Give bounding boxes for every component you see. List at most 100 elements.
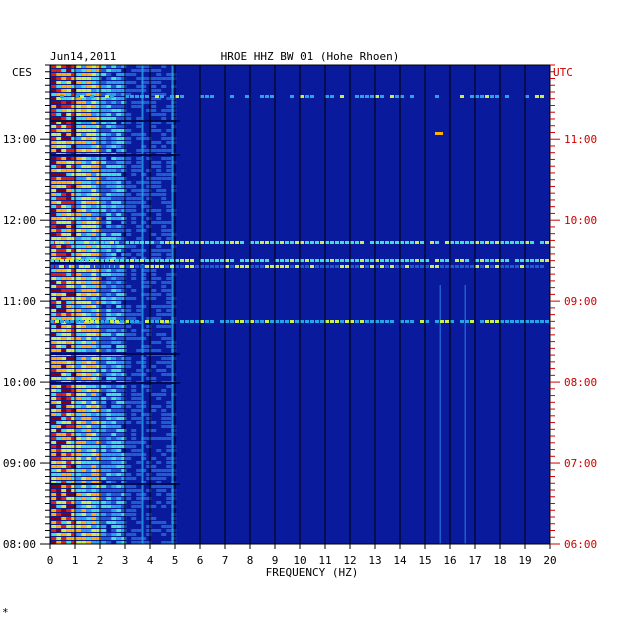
spectrogram-cell: [96, 349, 102, 352]
spectrogram-cell: [96, 97, 102, 100]
spectrogram-cell: [166, 169, 172, 172]
spectrogram-cell: [91, 65, 97, 68]
spectrogram-cell: [121, 237, 127, 240]
spectrogram-cell: [86, 337, 92, 340]
spectrogram-cell: [76, 537, 82, 540]
spectrogram-cell: [81, 333, 87, 336]
spectrogram-cell: [71, 137, 77, 140]
spectrogram-cell: [56, 413, 62, 416]
spectrogram-cell: [111, 277, 117, 280]
spectrogram-cell: [101, 365, 107, 368]
spectrogram-cell: [86, 521, 92, 524]
spectrogram-cell: [171, 373, 177, 376]
event-band-cell: [190, 265, 194, 268]
spectrogram-cell: [71, 481, 77, 484]
spectrogram-cell: [56, 517, 62, 520]
spectrogram-cell: [71, 497, 77, 500]
event-band-cell: [135, 320, 139, 323]
spectrogram-cell: [71, 461, 77, 464]
spectrogram-cell: [106, 249, 112, 252]
event-band-cell: [375, 259, 379, 262]
spectrogram-cell: [151, 437, 157, 440]
spectrogram-cell: [91, 405, 97, 408]
spectrogram-cell: [66, 297, 72, 300]
spectrogram-cell: [81, 165, 87, 168]
spectrogram-cell: [51, 229, 57, 232]
spectrogram-cell: [56, 525, 62, 528]
spectrogram-cell: [156, 181, 162, 184]
spectrogram-cell: [56, 465, 62, 468]
spectrogram-cell: [96, 169, 102, 172]
spectrogram-cell: [76, 213, 82, 216]
event-band-cell: [255, 265, 259, 268]
spectrogram-cell: [56, 245, 62, 248]
spectrogram-cell: [66, 477, 72, 480]
spectrogram-cell: [61, 457, 67, 460]
spectrogram-cell: [136, 337, 142, 340]
spectrogram-cell: [101, 109, 107, 112]
spectrogram-cell: [116, 525, 122, 528]
spectrogram-cell: [76, 173, 82, 176]
spectrogram-cell: [86, 205, 92, 208]
spectrogram-cell: [146, 513, 152, 516]
spectrogram-cell: [81, 129, 87, 132]
event-band-cell: [235, 320, 239, 323]
spectrogram-cell: [56, 165, 62, 168]
spectrogram-cell: [171, 449, 177, 452]
spectrogram-cell: [86, 497, 92, 500]
spectrogram-cell: [116, 105, 122, 108]
spectrogram-cell: [126, 509, 132, 512]
spectrogram-cell: [66, 369, 72, 372]
spectrogram-cell: [141, 441, 147, 444]
spectrogram-cell: [81, 421, 87, 424]
spectrogram-cell: [151, 141, 157, 144]
spectrogram-cell: [101, 477, 107, 480]
spectrogram-cell: [101, 541, 107, 544]
spectrogram-cell: [156, 477, 162, 480]
event-band-cell: [350, 259, 354, 262]
spectrogram-cell: [156, 469, 162, 472]
event-band-cell: [395, 241, 399, 244]
event-band-cell: [345, 241, 349, 244]
spectrogram-cell: [131, 205, 137, 208]
spectrogram-cell: [161, 337, 167, 340]
spectrogram-cell: [121, 81, 127, 84]
event-band-cell: [345, 320, 349, 323]
spectrogram-cell: [56, 289, 62, 292]
spectrogram-cell: [111, 177, 117, 180]
spectrogram-cell: [116, 225, 122, 228]
spectrogram-cell: [146, 389, 152, 392]
event-band-cell: [250, 241, 254, 244]
spectrogram-cell: [56, 537, 62, 540]
spectrogram-cell: [76, 461, 82, 464]
spectrogram-cell: [101, 529, 107, 532]
spectrogram-cell: [76, 113, 82, 116]
spectrogram-cell: [61, 145, 67, 148]
event-band-cell: [155, 320, 159, 323]
event-band-cell: [400, 95, 404, 98]
spectrogram-cell: [71, 513, 77, 516]
event-band-cell: [225, 259, 229, 262]
event-band-cell: [395, 95, 399, 98]
spectrogram-cell: [106, 541, 112, 544]
spectrogram-cell: [101, 97, 107, 100]
spectrogram-cell: [121, 445, 127, 448]
event-band-cell: [435, 265, 439, 268]
spectrogram-cell: [111, 461, 117, 464]
spectrogram-cell: [121, 365, 127, 368]
spectrogram-cell: [166, 281, 172, 284]
event-band-cell: [525, 95, 529, 98]
spectrogram-cell: [86, 325, 92, 328]
spectrogram-cell: [171, 137, 177, 140]
spectrogram-cell: [101, 421, 107, 424]
spectrogram-cell: [171, 461, 177, 464]
spectrogram-cell: [166, 157, 172, 160]
event-band-cell: [70, 241, 74, 244]
spectrogram-cell: [156, 213, 162, 216]
spectrogram-cell: [101, 409, 107, 412]
spectrogram-cell: [106, 337, 112, 340]
spectrogram-cell: [131, 249, 137, 252]
spectrogram-cell: [81, 489, 87, 492]
event-band-cell: [475, 95, 479, 98]
spectrogram-cell: [66, 77, 72, 80]
